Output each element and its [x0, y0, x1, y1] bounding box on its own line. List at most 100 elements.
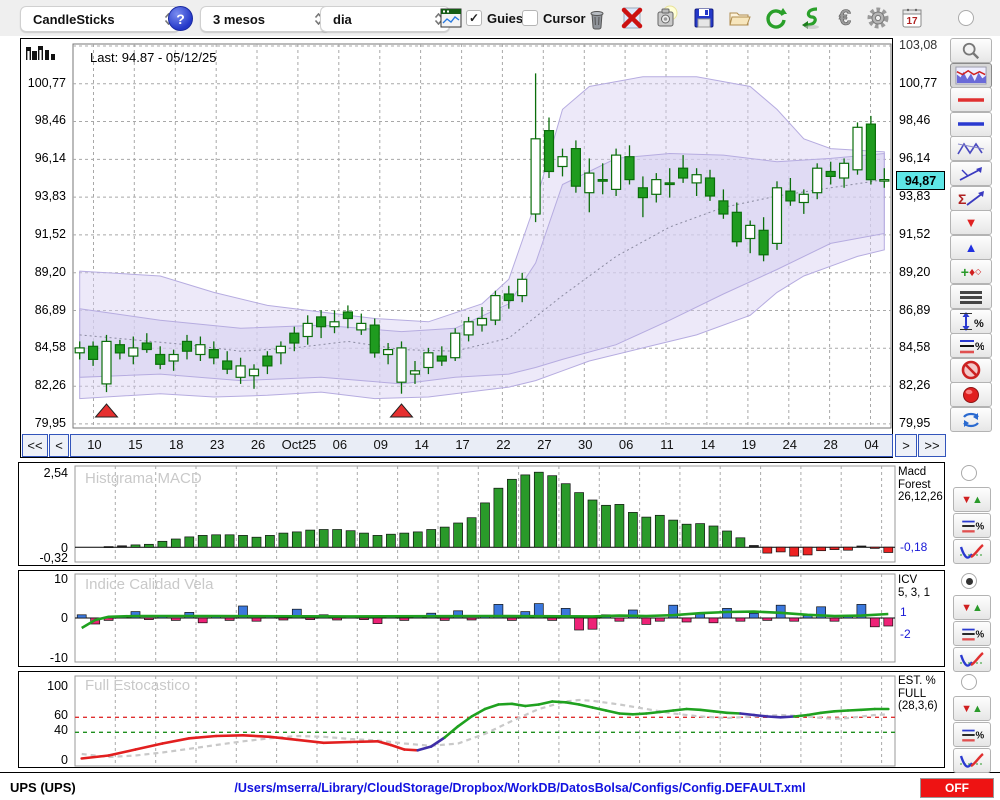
- snapshot-icon[interactable]: [653, 4, 681, 32]
- trash-icon[interactable]: [583, 4, 611, 32]
- price-axis-label: 91,52: [34, 226, 66, 241]
- lines-percent-button[interactable]: %: [950, 333, 992, 359]
- blue-line-tool-button[interactable]: [950, 111, 992, 137]
- date-label: 28: [823, 437, 838, 452]
- date-label: 10: [87, 437, 102, 452]
- icv-y-min: -10: [49, 651, 68, 665]
- zigzag-tool-button[interactable]: [950, 136, 992, 162]
- help-button[interactable]: ?: [168, 6, 193, 31]
- nav-next-button[interactable]: >: [895, 434, 917, 457]
- interval-select[interactable]: dia: [320, 6, 450, 32]
- help-glyph: ?: [176, 10, 185, 27]
- date-label: 22: [496, 437, 511, 452]
- svg-text:%: %: [976, 730, 984, 741]
- guies-checkbox[interactable]: ✓ Guies: [466, 10, 523, 26]
- date-label: 27: [537, 437, 552, 452]
- icv-curve-button[interactable]: [953, 647, 991, 672]
- svg-text:€: €: [839, 5, 851, 30]
- svg-text:%: %: [974, 318, 984, 330]
- chart-type-select[interactable]: CandleSticks: [20, 6, 180, 32]
- euro-icon[interactable]: €: [831, 4, 859, 32]
- price-axis-label: 98,46: [34, 113, 66, 128]
- icv-y-max: 10: [54, 572, 68, 586]
- macd-current-value: -0,18: [900, 540, 928, 554]
- price-axis-label: 93,83: [34, 189, 66, 204]
- price-axis-label: 84,58: [34, 340, 66, 355]
- price-axis-label: 82,26: [899, 378, 931, 393]
- icv-title: Indice Calidad Vela: [85, 576, 214, 593]
- date-label: Oct25: [281, 437, 317, 452]
- date-label: 14: [414, 437, 429, 452]
- date-label: 06: [332, 437, 348, 452]
- date-label: 23: [209, 437, 225, 452]
- guies-label: Guies: [487, 10, 524, 26]
- open-folder-icon[interactable]: [726, 4, 754, 32]
- nav-prev-button[interactable]: <: [49, 434, 69, 457]
- last-price-label: Last: 94.87 - 05/12/25: [90, 50, 217, 65]
- cursor-label: Cursor: [543, 10, 586, 26]
- arrow-down-marker-button[interactable]: ▼: [950, 210, 992, 236]
- config-path-label[interactable]: /Users/mserra/Library/CloudStorage/Dropb…: [234, 781, 806, 795]
- sum-trend-tool-button[interactable]: Σ: [950, 185, 992, 211]
- trend-arrow-tool-button[interactable]: [950, 161, 992, 186]
- forbid-button[interactable]: [950, 357, 992, 383]
- add-marker-button[interactable]: + ♦ ◇: [950, 259, 992, 285]
- price-axis-label: 84,58: [899, 340, 931, 355]
- stoch-radio[interactable]: [961, 674, 977, 690]
- price-axis-label: 82,26: [34, 378, 66, 393]
- save-icon[interactable]: [690, 4, 718, 32]
- list-lines-button[interactable]: [950, 284, 992, 309]
- date-label: 09: [373, 437, 388, 452]
- stoch-y-100: 100: [47, 679, 68, 693]
- price-axis-label: 86,89: [34, 302, 66, 317]
- macd-radio[interactable]: [961, 465, 977, 481]
- date-scrollbar[interactable]: 10 15 18 23 26 Oct25 06 09 14 17 22 27 30 06 11 14 19 24 2…: [70, 434, 893, 457]
- mini-chart-icon[interactable]: [437, 4, 465, 32]
- price-axis-label: 93,83: [899, 189, 931, 204]
- off-button[interactable]: OFF: [920, 778, 994, 798]
- macd-y-min: -0,32: [39, 551, 69, 565]
- macd-curve-button[interactable]: [953, 539, 991, 564]
- cursor-checkbox[interactable]: Cursor: [522, 10, 586, 26]
- price-axis-label: 89,20: [899, 264, 931, 279]
- top-toolbar: CandleSticks ? 3 mesos dia ✓ Guies Curso…: [0, 0, 1000, 36]
- price-axis-label: 96,14: [899, 151, 931, 166]
- zoom-tool-button[interactable]: [950, 38, 992, 63]
- checkbox-checked-icon: ✓: [466, 10, 482, 26]
- checkbox-unchecked-icon: [522, 10, 538, 26]
- price-axis-label: 86,89: [899, 302, 931, 317]
- settings-gear-icon[interactable]: [864, 4, 892, 32]
- period-select[interactable]: 3 mesos: [200, 6, 330, 32]
- stoch-curve-button[interactable]: [953, 748, 991, 773]
- svg-text:17: 17: [906, 16, 918, 27]
- range-percent-button[interactable]: %: [950, 308, 992, 334]
- record-button[interactable]: [950, 382, 992, 408]
- stoch-percent-button[interactable]: %: [953, 722, 991, 747]
- delete-x-icon[interactable]: [618, 4, 646, 32]
- calendar-icon[interactable]: 17: [898, 4, 926, 32]
- toolbar-radio[interactable]: [958, 10, 974, 26]
- icv-percent-button[interactable]: %: [953, 621, 991, 646]
- refresh-icon[interactable]: [762, 4, 790, 32]
- chart-style-button[interactable]: [950, 62, 992, 88]
- icv-bar-value: -2: [900, 627, 911, 641]
- nav-last-button[interactable]: >>: [918, 434, 946, 457]
- price-axis-label: 100,77: [899, 75, 938, 90]
- stoch-arrows-button[interactable]: ▼ ▲: [953, 696, 991, 721]
- interval-value: dia: [333, 11, 352, 27]
- icv-radio[interactable]: [961, 573, 977, 589]
- date-label: 17: [455, 437, 470, 452]
- price-axis-label: 98,46: [899, 113, 931, 128]
- nav-first-button[interactable]: <<: [22, 434, 48, 457]
- swap-arrows-button[interactable]: [950, 407, 992, 432]
- macd-arrows-button[interactable]: ▼ ▲: [953, 487, 991, 512]
- price-axis-label: 100,77: [27, 75, 66, 90]
- arrow-up-marker-button[interactable]: ▲: [950, 234, 992, 260]
- revert-icon[interactable]: [797, 4, 825, 32]
- red-line-tool-button[interactable]: [950, 87, 992, 113]
- svg-text:%: %: [976, 629, 984, 640]
- icv-arrows-button[interactable]: ▼ ▲: [953, 595, 991, 620]
- chart-type-value: CandleSticks: [33, 11, 115, 27]
- macd-percent-button[interactable]: %: [953, 513, 991, 538]
- macd-y-zero: 0: [61, 541, 68, 555]
